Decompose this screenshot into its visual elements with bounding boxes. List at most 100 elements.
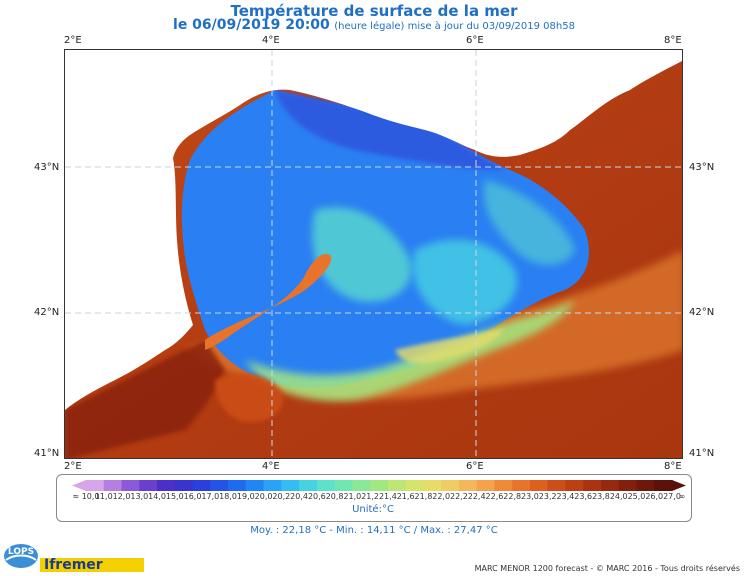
warm-curl	[215, 373, 284, 423]
color-bar-label: 22,4	[467, 492, 486, 501]
color-bar-segment	[441, 480, 460, 491]
copyright-notice: MARC MENOR 1200 forecast - © MARC 2016 -…	[474, 564, 740, 573]
color-bar-label: 15,0	[165, 492, 184, 501]
color-bar-label: 21,0	[343, 492, 362, 501]
color-bar-label: 23,6	[574, 492, 593, 501]
color-bar-label: 20,0	[254, 492, 273, 501]
lon-label-top-4e: 4°E	[262, 35, 280, 46]
color-bar-segment	[458, 480, 478, 491]
color-bar-segment	[157, 480, 176, 491]
color-bar-segment	[121, 480, 140, 491]
cold-core	[275, 90, 505, 170]
color-bar-label: ∞	[678, 492, 686, 501]
color-bar-label: 21,6	[396, 492, 415, 501]
color-bar-label: 24,0	[609, 492, 628, 501]
unit-label: Unité:°C	[352, 504, 394, 515]
color-bar-segment	[192, 480, 211, 491]
color-bar-label: 22,6	[485, 492, 504, 501]
color-bar-segment	[228, 480, 247, 491]
lon-label-top-6e: 6°E	[466, 35, 484, 46]
color-bar-label: 20,4	[290, 492, 308, 501]
color-bar-segment	[334, 480, 353, 491]
color-bar-segment	[174, 480, 194, 491]
color-bar-segment	[263, 480, 282, 491]
color-bar-label: 21,2	[361, 492, 380, 501]
color-bar-label: 20,8	[325, 492, 344, 501]
graticule	[65, 50, 682, 458]
color-bar-segment	[476, 480, 495, 491]
color-bar-segment	[512, 480, 531, 491]
color-bar-label: 27,0	[663, 492, 681, 501]
lon-label-bottom-2e: 2°E	[64, 461, 82, 472]
color-bar-label: 22,0	[432, 492, 451, 501]
color-bar-label: 23,4	[556, 492, 575, 501]
color-bar-label: 19,0	[236, 492, 255, 501]
sst-map[interactable]	[64, 49, 683, 459]
color-bar-segment	[529, 480, 549, 491]
color-bar-segment	[405, 480, 424, 491]
color-bar-label: 20,2	[272, 492, 291, 501]
color-bar-segment	[352, 480, 371, 491]
color-bar-segment	[654, 480, 673, 491]
color-bar-label: 14,0	[148, 492, 166, 501]
color-bar-label: 23,8	[592, 492, 610, 501]
color-bar-segment	[370, 480, 389, 491]
color-bar-label: 23,0	[521, 492, 539, 501]
ifremer-logo-text: Ifremer	[44, 557, 103, 573]
color-bar-segment	[565, 480, 584, 491]
color-bar-label: 12,0	[112, 492, 131, 501]
color-bar-label: 16,0	[183, 492, 202, 501]
color-bar-label: 26,0	[645, 492, 664, 501]
color-bar-segment	[245, 480, 265, 491]
color-bar-segment	[210, 480, 229, 491]
warm-intrusion	[205, 254, 332, 350]
lat-label-left-42n: 42°N	[34, 307, 60, 318]
lon-label-top-2e: 2°E	[64, 35, 82, 46]
lops-logo: LOPS	[4, 544, 38, 568]
color-bar-segment	[387, 480, 407, 491]
color-bar-segment	[636, 480, 655, 491]
lon-label-bottom-4e: 4°E	[262, 461, 280, 472]
color-bar-label: 23,2	[538, 492, 557, 501]
color-bar-segment	[299, 480, 318, 491]
update-note: (heure légale) mise à jour du 03/09/2019…	[334, 21, 575, 32]
color-bar-label: 22,2	[450, 492, 468, 501]
color-bar-label: 21,4	[378, 492, 397, 501]
color-bar-label: ≈ 10,0	[72, 492, 100, 501]
lat-label-left-41n: 41°N	[34, 448, 60, 459]
frontal-band	[245, 300, 575, 401]
color-bar-segment	[600, 480, 620, 491]
color-bar-segment	[583, 480, 602, 491]
frontal-yellow	[395, 328, 505, 364]
color-bar-label: 20,6	[307, 492, 326, 501]
color-bar-segment	[86, 480, 105, 491]
southwest-dark	[65, 340, 225, 458]
land-spain	[65, 158, 193, 410]
forecast-date: le 06/09/2019 20:00	[173, 17, 330, 33]
color-bar-labels: ≈ 10,0 11,0 12,0 13,0 14,0 15,0 16,0 17,0 18,0 19…	[72, 492, 686, 504]
color-bar-segment	[618, 480, 637, 491]
color-bar-segment	[423, 480, 442, 491]
color-bar-segment	[547, 480, 566, 491]
color-bar-min-arrow	[72, 480, 86, 491]
eddy-cyan-3	[484, 180, 575, 265]
lon-label-bottom-6e: 6°E	[466, 461, 484, 472]
lon-label-top-8e: 8°E	[664, 35, 682, 46]
eddy-cyan-2	[413, 239, 517, 325]
lon-label-bottom-8e: 8°E	[664, 461, 682, 472]
land-france	[65, 50, 682, 158]
color-bar-segment	[494, 480, 513, 491]
color-bar-max-arrow	[672, 480, 686, 491]
color-bar-label: 21,8	[414, 492, 433, 501]
lat-label-right-42n: 42°N	[689, 307, 715, 318]
color-bar-segment	[103, 480, 123, 491]
lops-logo-text: LOPS	[8, 547, 34, 557]
lat-label-left-43n: 43°N	[34, 162, 60, 173]
color-bar-label: 17,0	[201, 492, 220, 501]
color-bar-label: 13,0	[130, 492, 149, 501]
lat-label-right-43n: 43°N	[689, 162, 715, 173]
statistics-line: Moy. : 22,18 °C - Min. : 14,11 °C / Max.…	[250, 525, 498, 536]
color-bar-label: 25,0	[627, 492, 646, 501]
map-title: Température de surface de la mer	[230, 2, 518, 20]
color-bar-label: 11,0	[94, 492, 113, 501]
